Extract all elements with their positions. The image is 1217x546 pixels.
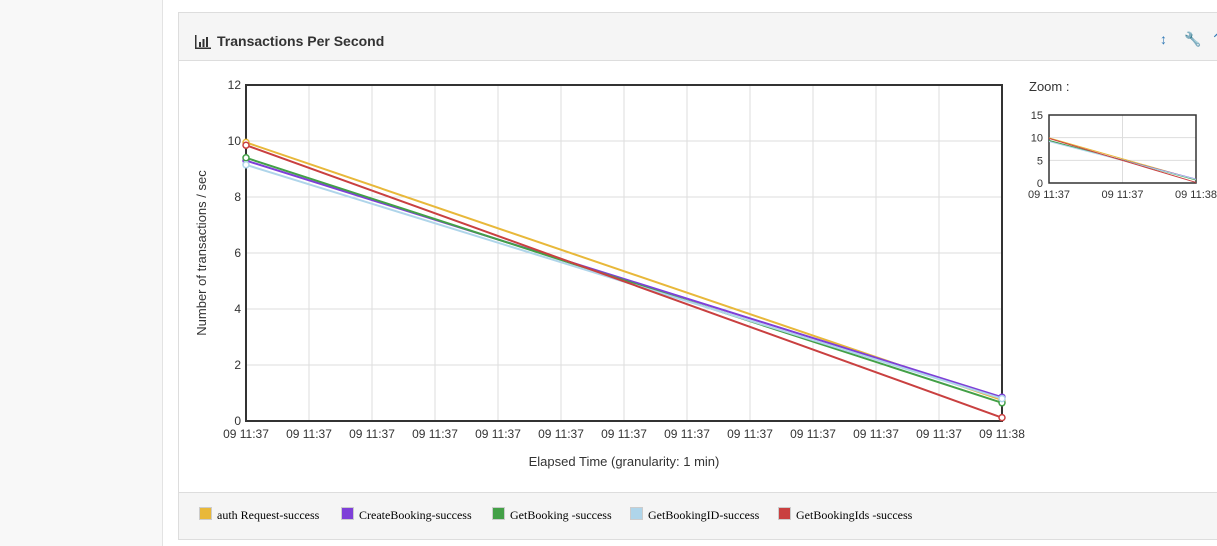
- y-tick-label: 0: [234, 414, 241, 428]
- zoom-y-tick-label: 0: [1037, 178, 1043, 190]
- y-tick-label: 2: [234, 358, 241, 372]
- y-tick-label: 10: [228, 134, 242, 148]
- legend-item-auth-request[interactable]: auth Request-success: [199, 507, 319, 523]
- legend-label: GetBooking -success: [510, 508, 612, 522]
- y-tick-label: 8: [234, 190, 241, 204]
- resize-icon[interactable]: ↕: [1160, 31, 1167, 47]
- data-point-4-1: [998, 413, 1006, 422]
- x-tick-label: 09 11:37: [538, 427, 584, 441]
- legend-item-getbookingid[interactable]: GetBookingID-success: [630, 507, 759, 523]
- x-tick-label: 09 11:37: [223, 427, 269, 441]
- legend-label: auth Request-success: [217, 508, 320, 522]
- plot-frame: [245, 84, 1003, 422]
- y-tick-label: 12: [228, 78, 242, 92]
- zoom-label: Zoom :: [1029, 79, 1069, 94]
- data-point-3-1: [998, 394, 1006, 403]
- legend-swatch: [341, 507, 354, 520]
- x-tick-label: 09 11:37: [664, 427, 710, 441]
- legend-swatch: [630, 507, 643, 520]
- zoom-frame: [1048, 114, 1197, 184]
- bar-chart-icon: [195, 35, 211, 49]
- data-point-4-0: [242, 141, 250, 149]
- main-chart[interactable]: 0 2 4 6 8 10 12 09 11:37 09 11:37 09 11:37 09 11:3…: [179, 61, 1217, 491]
- x-tick-label: 09 11:37: [916, 427, 962, 441]
- legend-swatch: [778, 507, 791, 520]
- y-tick-label: 4: [234, 302, 241, 316]
- data-point-3-0: [242, 161, 250, 169]
- tps-panel: Transactions Per Second ↕ 🔧 ⌃ 0 2 4 6 8 10 12 0…: [178, 12, 1217, 540]
- zoom-x-tick-label: 09 11:37: [1101, 189, 1143, 201]
- zoom-y-tick-label: 5: [1037, 155, 1043, 167]
- x-tick-label: 09 11:38: [979, 427, 1025, 441]
- y-axis-title: Number of transactions / sec: [194, 170, 209, 336]
- panel-title: Transactions Per Second: [217, 33, 385, 49]
- x-tick-label: 09 11:37: [601, 427, 647, 441]
- x-tick-label: 09 11:37: [475, 427, 521, 441]
- legend-swatch: [492, 507, 505, 520]
- legend-label: GetBookingIds -success: [796, 508, 913, 522]
- legend-swatch: [199, 507, 212, 520]
- series-line-2: [245, 156, 1003, 404]
- x-tick-label: 09 11:37: [412, 427, 458, 441]
- y-tick-label: 6: [234, 246, 241, 260]
- legend-label: GetBookingID-success: [648, 508, 760, 522]
- x-tick-label: 09 11:37: [790, 427, 836, 441]
- legend: auth Request-success CreateBooking-succe…: [179, 492, 1217, 539]
- zoom-y-tick-label: 10: [1031, 133, 1043, 145]
- wrench-icon[interactable]: 🔧: [1184, 31, 1202, 47]
- zoom-x-tick-label: 09 11:37: [1028, 189, 1070, 201]
- zoom-x-tick-label: 09 11:38: [1175, 189, 1217, 201]
- left-sidebar: [0, 0, 163, 546]
- panel-heading: Transactions Per Second ↕ 🔧 ⌃: [179, 13, 1217, 61]
- x-tick-label: 09 11:37: [349, 427, 395, 441]
- x-axis-title: Elapsed Time (granularity: 1 min): [529, 454, 720, 469]
- zoom-y-tick-label: 15: [1031, 110, 1043, 122]
- x-tick-label: 09 11:37: [853, 427, 899, 441]
- x-tick-label: 09 11:37: [286, 427, 332, 441]
- legend-item-createbooking[interactable]: CreateBooking-success: [341, 507, 472, 523]
- chevron-up-icon[interactable]: ⌃: [1211, 31, 1217, 47]
- zoom-series-line-4: [1048, 137, 1197, 183]
- data-point-2-0: [242, 154, 250, 162]
- series-line-1: [245, 159, 1003, 399]
- legend-item-getbookingids[interactable]: GetBookingIds -success: [778, 507, 912, 523]
- legend-label: CreateBooking-success: [359, 508, 472, 522]
- series-line-4: [245, 144, 1003, 419]
- x-tick-label: 09 11:37: [727, 427, 773, 441]
- legend-item-getbooking[interactable]: GetBooking -success: [492, 507, 612, 523]
